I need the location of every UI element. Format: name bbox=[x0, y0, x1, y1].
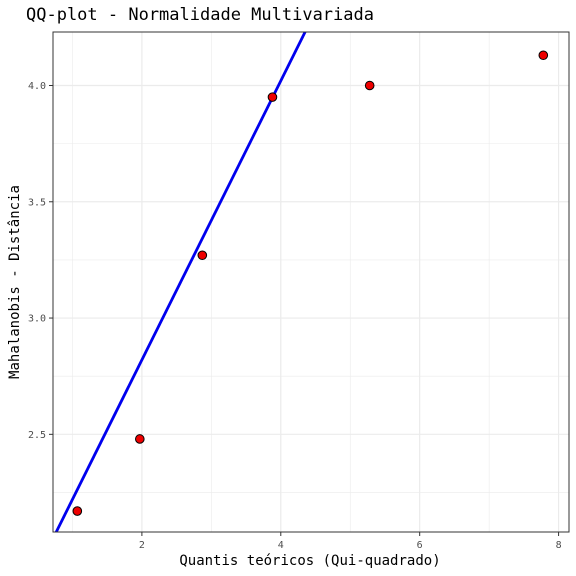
x-tick-label: 4 bbox=[278, 540, 284, 551]
y-tick-label: 4.0 bbox=[28, 81, 46, 92]
y-tick-label: 2.5 bbox=[28, 430, 46, 441]
data-point bbox=[197, 250, 208, 261]
grid-minor bbox=[53, 32, 569, 532]
data-point bbox=[72, 506, 83, 516]
x-tick-label: 6 bbox=[417, 540, 423, 551]
x-axis-title: Quantis teóricos (Qui-quadrado) bbox=[179, 553, 440, 569]
data-point bbox=[538, 50, 549, 61]
y-axis-title: Mahalanobis - Distância bbox=[7, 185, 23, 379]
data-point bbox=[364, 80, 375, 91]
reference-line bbox=[54, 32, 307, 532]
y-tick-label: 3.5 bbox=[28, 197, 46, 208]
chart-title: QQ-plot - Normalidade Multivariada bbox=[26, 5, 374, 25]
y-axis-ticks: 2.5 3.0 3.5 4.0 bbox=[28, 81, 53, 441]
points-layer bbox=[72, 50, 549, 516]
y-tick-label: 3.0 bbox=[28, 314, 46, 325]
reference-line-layer bbox=[54, 32, 307, 532]
grid-major bbox=[53, 32, 569, 532]
data-point bbox=[135, 434, 145, 444]
x-tick-label: 2 bbox=[139, 540, 145, 551]
panel-border bbox=[52, 31, 570, 533]
data-point bbox=[267, 92, 278, 102]
x-tick-label: 8 bbox=[556, 540, 562, 551]
x-axis-ticks: 2 4 6 8 bbox=[139, 532, 562, 551]
